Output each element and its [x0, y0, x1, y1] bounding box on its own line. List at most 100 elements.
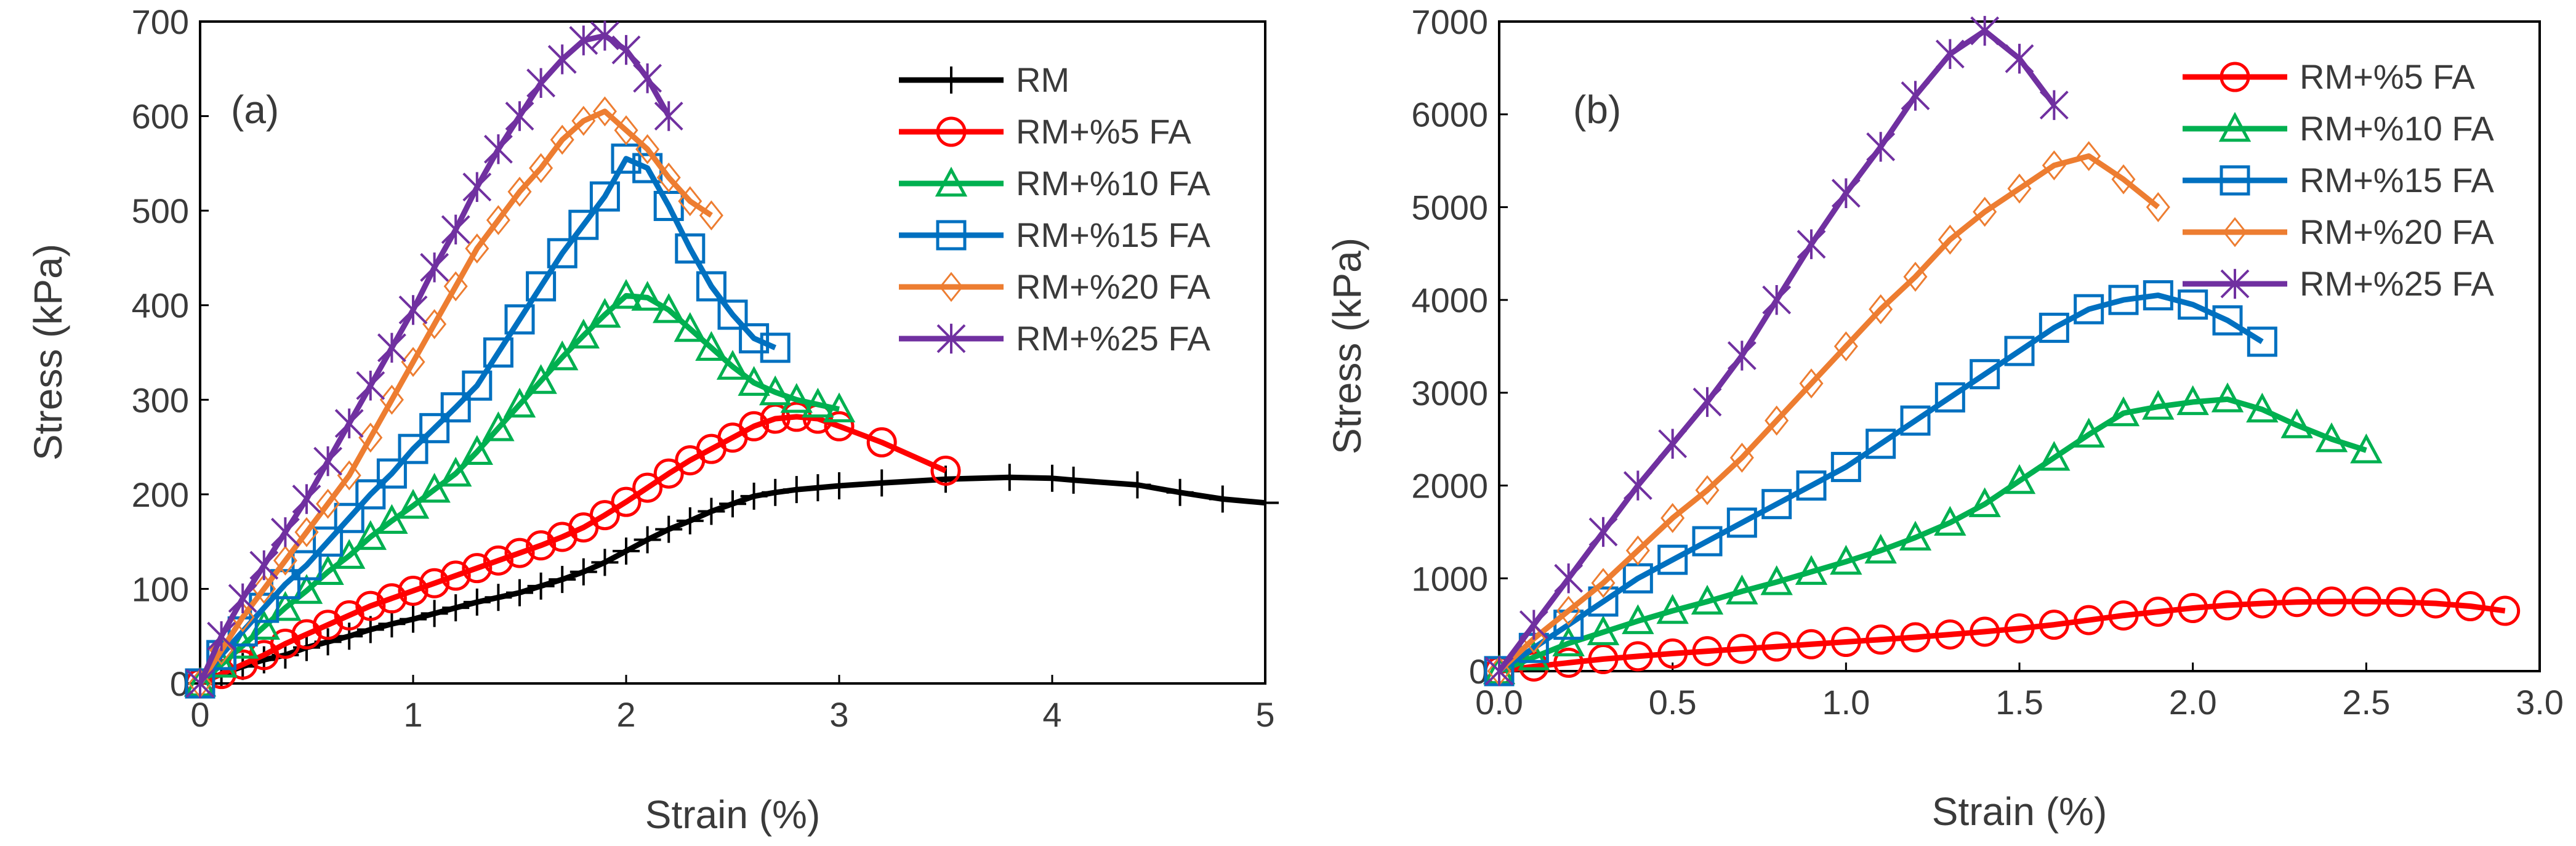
series-2 [183, 279, 856, 697]
y-tick-label: 4000 [1411, 281, 1488, 320]
x-tick-label: 1.0 [1822, 683, 1870, 722]
series-2-point [653, 293, 685, 323]
series-layer-b [1483, 15, 2521, 687]
series-4-point [592, 96, 617, 127]
series-4-point [316, 488, 340, 519]
legend-label: RM+%25 FA [2300, 264, 2495, 303]
series-5-point [334, 408, 364, 438]
series-4-point [1727, 340, 1757, 371]
legend-swatch-marker [938, 66, 965, 94]
series-4-point [656, 162, 681, 193]
legend-item: RM+%5 FA [2183, 57, 2475, 96]
legend-label: RM+%15 FA [2300, 161, 2495, 199]
legend-swatch-marker [2218, 111, 2252, 142]
y-tick-label: 5000 [1411, 188, 1488, 227]
panel-label-a: (a) [231, 87, 279, 132]
series-2-point [610, 279, 643, 309]
series-0-point [1761, 631, 1792, 662]
series-5-point [313, 446, 343, 477]
series-1-point [2211, 382, 2244, 413]
series-1-point [739, 411, 770, 441]
series-2-point [418, 472, 451, 503]
series-5-point [526, 68, 556, 99]
y-tick-label: 7000 [1411, 2, 1488, 41]
legend-label: RM+%15 FA [1016, 216, 1211, 254]
legend-swatch-marker [939, 272, 964, 302]
legend-label: RM+%10 FA [1016, 164, 1211, 203]
series-2-point [2004, 336, 2035, 366]
x-tick-label: 2.0 [2169, 683, 2217, 722]
series-2-point [2143, 280, 2173, 311]
series-5-point [207, 621, 236, 651]
legend-swatch-marker [935, 166, 968, 197]
series-0-point [1900, 622, 1931, 653]
series-2-point [567, 318, 600, 349]
legend-item: RM+%10 FA [2183, 109, 2495, 148]
legend-item: RM [899, 60, 1069, 99]
series-5-point [547, 44, 577, 75]
series-0-point [676, 507, 704, 534]
series-3-point [376, 458, 407, 489]
series-1-point [1864, 533, 1897, 564]
series-3-point [1591, 568, 1616, 598]
series-1-point [2315, 422, 2348, 453]
series-0-point [549, 566, 576, 594]
series-1-point [2142, 390, 2175, 420]
tick-layer-b: 0.0 0.5 1.0 1.5 2.0 2.5 3.00100020003000400050… [1411, 2, 2564, 722]
series-0-point [1060, 466, 1087, 494]
series-0-point [400, 605, 427, 633]
legend-b: RM+%5 FA RM+%10 FA RM+%15 FA RM+%20 FA RM+%2… [2183, 57, 2495, 303]
series-0-line [1499, 598, 2506, 674]
series-0-point [634, 526, 661, 554]
x-tick-label: 0.0 [1475, 683, 1523, 722]
series-1-point [2246, 392, 2279, 423]
series-2-point [759, 375, 792, 406]
series-1-point [398, 576, 429, 606]
series-5-point [483, 134, 513, 164]
series-2-point [780, 383, 813, 413]
series-3-point [1938, 224, 1962, 255]
y-tick-label: 3000 [1411, 374, 1488, 413]
legend-label: RM+%20 FA [2300, 212, 2495, 251]
y-tick-label: 700 [132, 2, 189, 41]
legend-label: RM [1016, 60, 1069, 99]
y-tick-label: 100 [132, 570, 189, 608]
series-5-point [420, 252, 449, 283]
series-3-point [504, 304, 535, 335]
series-0-point [2039, 610, 2069, 640]
series-4-point [379, 384, 404, 415]
series-0-point [996, 464, 1023, 491]
y-tick-label: 2000 [1411, 467, 1488, 506]
series-4-point [507, 177, 532, 207]
series-3-point [355, 479, 386, 510]
series-1-point [930, 455, 961, 486]
x-tick-label: 4 [1042, 695, 1061, 734]
series-1-point [1726, 574, 1758, 605]
series-3-point [2007, 173, 2032, 204]
series-2-point [695, 331, 728, 361]
series-1-point [462, 553, 493, 584]
legend-swatch-marker [2223, 217, 2247, 248]
series-4-point [1797, 229, 1826, 259]
series-4-point [550, 124, 574, 155]
series-3-point [440, 392, 471, 423]
series-4-point [699, 200, 723, 231]
series-1-point [483, 545, 513, 576]
series-1-point [1656, 594, 1689, 624]
series-2-point [1657, 544, 1688, 575]
series-4-point [635, 134, 660, 164]
series-4-point [1484, 656, 1514, 687]
series-0-point [485, 584, 512, 611]
chart-panel-b: (b) 0.0 0.5 1.0 1.5 2.0 2.5 3.0010002000300040… [1325, 2, 2564, 834]
series-2-point [440, 456, 472, 487]
series-0-point [1039, 464, 1066, 492]
series-1-point [653, 458, 684, 489]
series-0-point [1970, 616, 2000, 647]
series-5-point [654, 101, 683, 131]
series-2-point [738, 366, 770, 396]
series-2-point [1796, 470, 1827, 501]
series-2-point [802, 387, 834, 418]
series-3-point [717, 299, 748, 330]
